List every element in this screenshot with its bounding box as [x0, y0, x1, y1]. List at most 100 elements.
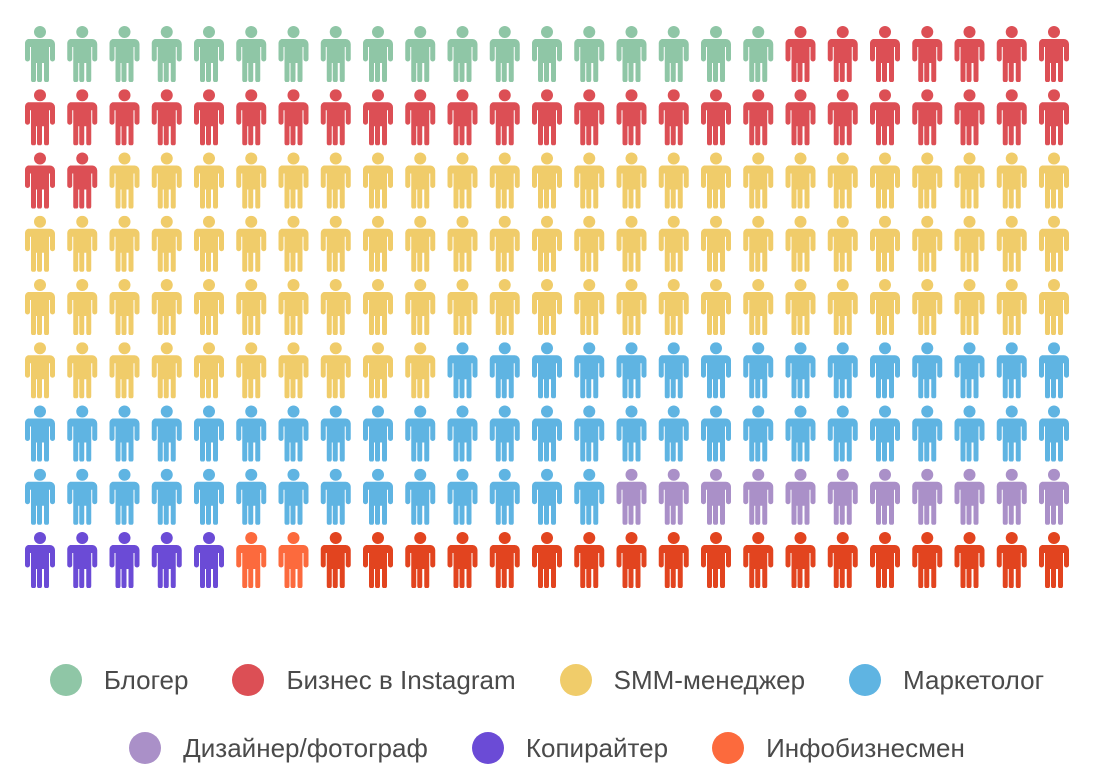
- person-icon: [658, 405, 689, 462]
- person-icon: [743, 89, 774, 146]
- person-icon: [109, 26, 140, 82]
- person-icon: [531, 215, 562, 272]
- person-icon: [869, 279, 900, 335]
- person-icon: [362, 532, 393, 588]
- person-icon: [658, 26, 689, 82]
- person-icon: [1038, 342, 1069, 399]
- person-icon: [658, 215, 689, 272]
- person-icon: [278, 342, 309, 399]
- person-icon: [1038, 215, 1069, 272]
- person-icon: [278, 26, 309, 82]
- person-icon: [616, 532, 647, 588]
- person-icon: [700, 405, 731, 462]
- person-icon: [67, 405, 98, 462]
- person-icon: [743, 342, 774, 399]
- person-icon: [320, 26, 351, 82]
- person-icon: [616, 342, 647, 399]
- person-icon: [278, 152, 309, 209]
- person-icon: [67, 26, 98, 82]
- person-icon: [236, 89, 267, 146]
- person-icon: [996, 215, 1027, 272]
- person-icon: [1038, 279, 1069, 335]
- person-icon: [996, 26, 1027, 82]
- person-icon: [616, 26, 647, 82]
- person-icon: [151, 342, 182, 399]
- person-icon: [489, 26, 520, 82]
- person-icon: [362, 215, 393, 272]
- person-icon: [151, 532, 182, 588]
- person-icon: [447, 279, 478, 335]
- person-icon: [743, 215, 774, 272]
- person-icon: [405, 89, 436, 146]
- person-icon: [362, 405, 393, 462]
- person-icon: [67, 468, 98, 525]
- person-icon: [574, 405, 605, 462]
- person-icon: [109, 468, 140, 525]
- person-icon: [489, 532, 520, 588]
- person-icon: [658, 89, 689, 146]
- person-icon: [109, 405, 140, 462]
- person-icon: [531, 342, 562, 399]
- person-icon: [236, 152, 267, 209]
- person-icon: [954, 532, 985, 588]
- person-icon: [954, 26, 985, 82]
- person-icon: [151, 152, 182, 209]
- person-icon: [658, 342, 689, 399]
- person-icon: [700, 215, 731, 272]
- legend-swatch-designer: [129, 732, 162, 764]
- legend-item-designer: Дизайнер/фотограф: [129, 732, 428, 764]
- person-icon: [827, 279, 858, 335]
- person-icon: [447, 26, 478, 82]
- person-icon: [1038, 26, 1069, 82]
- person-icon: [67, 152, 98, 209]
- person-icon: [109, 215, 140, 272]
- person-icon: [912, 152, 943, 209]
- person-icon: [405, 405, 436, 462]
- person-icon: [1038, 468, 1069, 525]
- legend-item-marketer: Маркетолог: [849, 664, 1044, 696]
- person-icon: [24, 279, 55, 335]
- person-icon: [616, 405, 647, 462]
- person-icon: [658, 279, 689, 335]
- legend-item-blogger: Блогер: [49, 664, 189, 696]
- person-icon: [531, 468, 562, 525]
- person-icon: [109, 152, 140, 209]
- person-icon: [531, 152, 562, 209]
- person-icon: [109, 342, 140, 399]
- person-icon: [447, 152, 478, 209]
- person-icon: [1038, 532, 1069, 588]
- person-icon: [489, 152, 520, 209]
- person-icon: [405, 468, 436, 525]
- person-icon: [658, 468, 689, 525]
- person-icon: [531, 89, 562, 146]
- person-icon: [447, 215, 478, 272]
- legend-label-infobusinessman: Инфобизнесмен: [766, 732, 965, 763]
- person-icon: [1038, 89, 1069, 146]
- person-icon: [362, 468, 393, 525]
- person-icon: [574, 532, 605, 588]
- person-icon: [193, 26, 224, 82]
- person-icon: [954, 89, 985, 146]
- person-icon: [996, 89, 1027, 146]
- legend-label-blogger: Блогер: [103, 664, 189, 695]
- person-icon: [785, 342, 816, 399]
- person-icon: [827, 532, 858, 588]
- person-icon: [574, 468, 605, 525]
- person-icon: [109, 279, 140, 335]
- person-icon: [616, 89, 647, 146]
- person-icon: [531, 279, 562, 335]
- person-icon: [531, 405, 562, 462]
- person-icon: [996, 279, 1027, 335]
- person-icon: [827, 342, 858, 399]
- person-icon: [320, 152, 351, 209]
- person-icon: [236, 342, 267, 399]
- legend-item-smm-manager: SMM-менеджер: [559, 664, 805, 696]
- person-icon: [785, 468, 816, 525]
- person-icon: [574, 89, 605, 146]
- legend-label-copywriter: Копирайтер: [525, 732, 669, 763]
- legend-swatch-smm-manager: [559, 664, 592, 696]
- person-icon: [193, 342, 224, 399]
- person-icon: [869, 468, 900, 525]
- person-icon: [405, 279, 436, 335]
- legend-item-copywriter: Копирайтер: [471, 732, 669, 764]
